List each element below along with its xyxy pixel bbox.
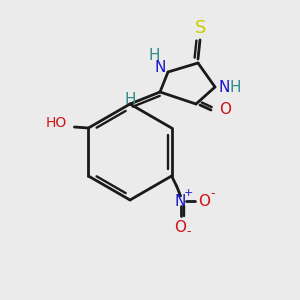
Text: N: N — [218, 80, 230, 94]
Text: HO: HO — [46, 116, 67, 130]
Text: H: H — [124, 92, 136, 107]
Text: O: O — [219, 103, 231, 118]
Text: O: O — [199, 194, 211, 208]
Text: N: N — [175, 194, 186, 208]
Text: H: H — [229, 80, 241, 94]
Text: -: - — [210, 188, 215, 200]
Text: -: - — [186, 226, 191, 238]
Text: O: O — [175, 220, 187, 235]
Text: N: N — [154, 59, 166, 74]
Text: +: + — [184, 188, 193, 198]
Text: S: S — [195, 19, 207, 37]
Text: H: H — [148, 47, 160, 62]
